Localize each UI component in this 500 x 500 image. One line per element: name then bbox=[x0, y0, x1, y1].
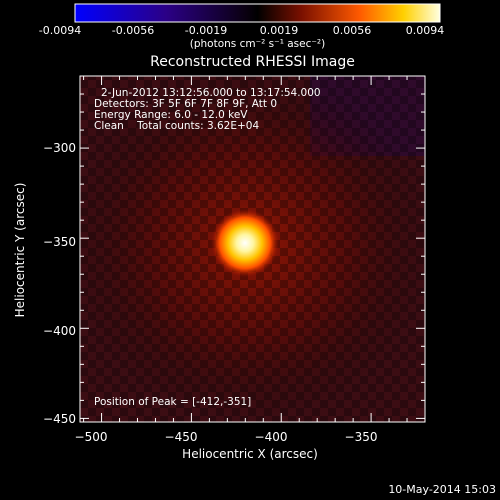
detectors-label: Detectors: 3F 5F 6F 7F 8F 9F, Att 0 bbox=[94, 98, 278, 110]
colorbar-tick-label-5: 0.0094 bbox=[405, 24, 445, 37]
x-tick-label-1: −450 bbox=[164, 430, 198, 444]
energy-range-label: Energy Range: 6.0 - 12.0 keV bbox=[94, 109, 248, 121]
chart-title: Reconstructed RHESSI Image bbox=[150, 54, 355, 70]
y-tick-label-3: −450 bbox=[43, 412, 76, 426]
colorbar-tick-label-0: -0.0094 bbox=[38, 24, 82, 37]
colorbar-tick-label-2: -0.0019 bbox=[184, 24, 228, 37]
plot-frame bbox=[79, 75, 426, 423]
heatmap-image bbox=[80, 76, 425, 422]
colorbar-tick-label-1: -0.0056 bbox=[111, 24, 155, 37]
x-tick-label-2: −400 bbox=[254, 430, 288, 444]
colorbar-gradient bbox=[74, 3, 441, 23]
x-tick-label-3: −350 bbox=[344, 430, 378, 444]
algorithm-counts-label: Clean Total counts: 3.62E+04 bbox=[94, 120, 260, 132]
peak-position-label: Position of Peak = [-412,-351] bbox=[94, 396, 252, 408]
x-axis-ticks bbox=[83, 76, 426, 422]
x-tick-label-0: −500 bbox=[74, 430, 108, 444]
plot-timestamp: 10-May-2014 15:03 bbox=[388, 483, 496, 496]
flare-peak bbox=[211, 209, 279, 277]
colorbar-tick-label-4: 0.0056 bbox=[332, 24, 372, 37]
time-range-label: 2-Jun-2012 13:12:56.000 to 13:17:54.000 bbox=[101, 87, 321, 99]
y-tick-label-2: −400 bbox=[43, 324, 76, 338]
colorbar-tick-label-3: 0.0019 bbox=[259, 24, 299, 37]
y-tick-label-0: −300 bbox=[43, 141, 76, 155]
y-axis-ticks bbox=[80, 75, 425, 419]
y-tick-label-1: −350 bbox=[43, 235, 76, 249]
y-axis-label: Heliocentric Y (arcsec) bbox=[13, 182, 27, 318]
colorbar-unit-label: (photons cm⁻² s⁻¹ asec⁻²) bbox=[189, 38, 326, 50]
colorbar bbox=[74, 3, 441, 23]
x-axis-label: Heliocentric X (arcsec) bbox=[182, 447, 318, 461]
